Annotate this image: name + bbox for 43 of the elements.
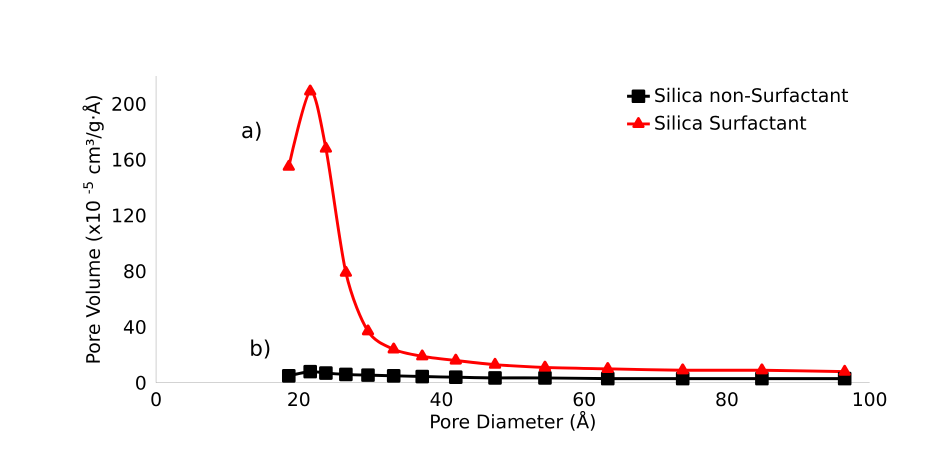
point [538,360,552,372]
y-tick-label: 120 [113,208,146,222]
point [320,141,332,152]
point [838,364,851,376]
x-tick-label: 100 [854,392,886,406]
point [416,349,428,360]
legend-label: Silica Surfactant [655,115,806,130]
x-tick-label: 0 [151,392,161,406]
annotation: a) [242,122,261,140]
point [319,366,333,380]
point [600,372,615,386]
x-tick-label: 20 [288,392,310,406]
y-axis-title: Pore Volume (x10 $^{-5}$ cm³/g·Å) [82,96,104,362]
point [676,363,689,374]
y-tick-label: 40 [124,320,146,334]
point [756,363,768,374]
point [304,84,316,96]
point [388,342,400,354]
point [339,367,353,381]
point [362,324,374,336]
y-tick-label: 200 [112,96,146,111]
x-axis-title: Pore Diameter (Å) [431,410,595,431]
point [282,368,296,382]
point [340,266,352,277]
point [361,368,375,382]
annotation: b) [251,339,270,358]
point [488,370,502,384]
x-tick-label: 40 [430,392,452,406]
y-tick-label: 160 [113,152,146,167]
x-tick-label: 80 [716,392,738,406]
y-tick-label: 0 [136,375,146,390]
point [538,370,552,384]
point [415,369,430,384]
point [282,160,295,171]
point [450,353,462,364]
point [488,358,502,369]
point [386,368,400,382]
y-tick-label: 80 [124,264,146,278]
point [602,362,614,373]
point [448,370,463,384]
point [303,364,318,378]
legend-label: Silica non-Surfactant [655,88,848,102]
x-tick-label: 60 [574,392,595,406]
